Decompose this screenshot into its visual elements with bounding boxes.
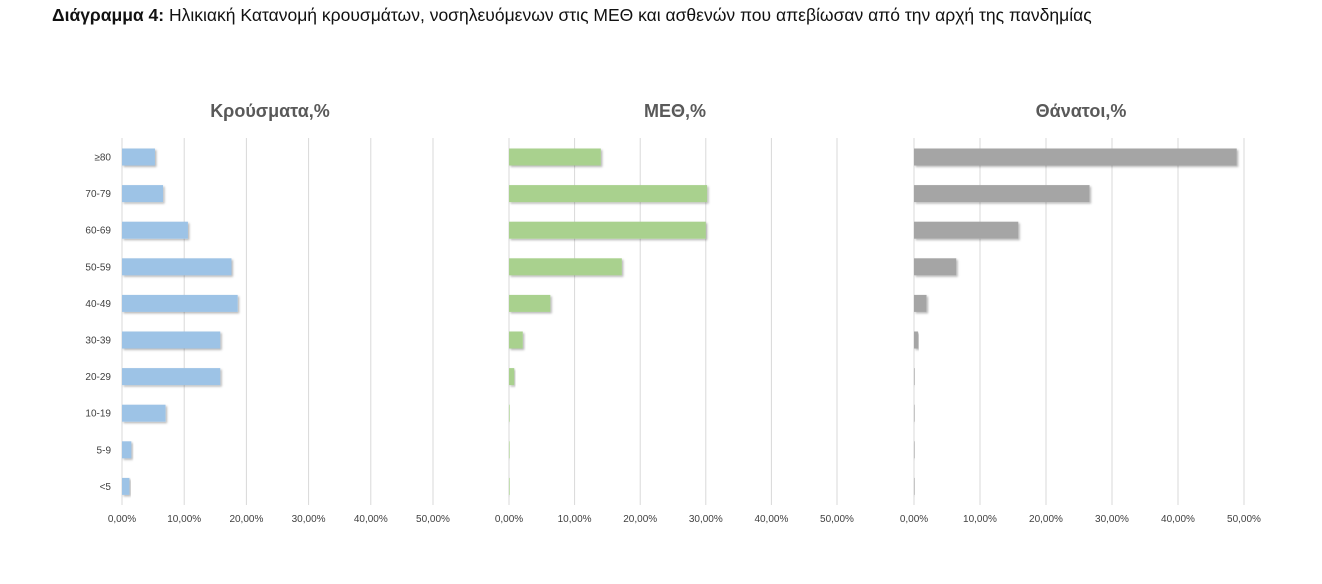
chart-1-xtick-label: 20,00% xyxy=(623,514,657,525)
chart-0-bar xyxy=(122,221,188,239)
chart-0-xtick-label: 50,00% xyxy=(416,514,450,525)
chart-0-category-label: ≥80 xyxy=(94,153,111,164)
chart-0-bar xyxy=(122,148,155,166)
chart-0-category-label: <5 xyxy=(100,482,112,493)
chart-2-bar xyxy=(914,404,915,422)
chart-1-bar xyxy=(509,294,551,312)
chart-0-bar xyxy=(122,258,232,276)
chart-0-bar xyxy=(122,441,132,459)
chart-1-xtick-label: 50,00% xyxy=(820,514,854,525)
chart-2-bar xyxy=(914,477,915,495)
chart-1-xtick-label: 0,00% xyxy=(495,514,523,525)
chart-1-bar xyxy=(509,258,622,276)
chart-2-bar xyxy=(914,258,957,276)
chart-1-bar xyxy=(509,148,601,166)
chart-2-xtick-label: 50,00% xyxy=(1227,514,1261,525)
chart-2-bar xyxy=(914,441,915,459)
chart-0-category-label: 5-9 xyxy=(97,445,112,456)
chart-0-bar xyxy=(122,294,238,312)
chart-0-category-label: 70-79 xyxy=(85,189,111,200)
chart-2-xtick-label: 40,00% xyxy=(1161,514,1195,525)
chart-0-bar xyxy=(122,368,221,386)
chart-0-category-label: 40-49 xyxy=(85,299,111,310)
chart-1-bar xyxy=(509,185,708,203)
chart-1-xtick-label: 40,00% xyxy=(754,514,788,525)
chart-2-title: Θάνατοι,% xyxy=(1036,101,1127,121)
chart-0-xtick-label: 40,00% xyxy=(354,514,388,525)
chart-1-bar xyxy=(509,368,515,386)
chart-2-bar xyxy=(914,148,1237,166)
chart-0-category-label: 20-29 xyxy=(85,372,111,383)
chart-0-title: Κρούσματα,% xyxy=(210,101,330,121)
chart-0-category-label: 60-69 xyxy=(85,226,111,237)
chart-0-xtick-label: 20,00% xyxy=(229,514,263,525)
chart-0-xtick-label: 0,00% xyxy=(108,514,136,525)
chart-2-xtick-label: 30,00% xyxy=(1095,514,1129,525)
chart-2-bar xyxy=(914,221,1019,239)
chart-2-bar xyxy=(914,368,915,386)
chart-0-xtick-label: 10,00% xyxy=(167,514,201,525)
chart-1-title: ΜΕΘ,% xyxy=(644,101,706,121)
chart-1-bar xyxy=(509,331,523,349)
chart-2-bar xyxy=(914,294,927,312)
chart-0-bar xyxy=(122,404,166,422)
chart-0-category-label: 10-19 xyxy=(85,409,111,420)
chart-1-bar xyxy=(509,404,510,422)
chart-1-bar xyxy=(509,477,510,495)
chart-2-xtick-label: 20,00% xyxy=(1029,514,1063,525)
caption-lead: Διάγραμμα 4 xyxy=(52,5,159,25)
chart-2-xtick-label: 0,00% xyxy=(900,514,928,525)
chart-2-xtick-label: 10,00% xyxy=(963,514,997,525)
caption-separator: : xyxy=(158,5,165,25)
chart-2-bar xyxy=(914,331,918,349)
figure-caption: Διάγραμμα 4: Ηλικιακή Κατανομή κρουσμάτω… xyxy=(52,5,1092,26)
chart-1-bar xyxy=(509,221,706,239)
chart-0-xtick-label: 30,00% xyxy=(292,514,326,525)
chart-0-bar xyxy=(122,477,130,495)
caption-text: Ηλικιακή Κατανομή κρουσμάτων, νοσηλευόμε… xyxy=(164,5,1092,25)
chart-1-xtick-label: 30,00% xyxy=(689,514,723,525)
chart-0-bar xyxy=(122,331,221,349)
chart-0-category-label: 50-59 xyxy=(85,262,111,273)
chart-1-bar xyxy=(509,441,510,459)
chart-0-category-label: 30-39 xyxy=(85,336,111,347)
chart-0-bar xyxy=(122,185,164,203)
chart-2-bar xyxy=(914,185,1090,203)
chart-1-xtick-label: 10,00% xyxy=(558,514,592,525)
